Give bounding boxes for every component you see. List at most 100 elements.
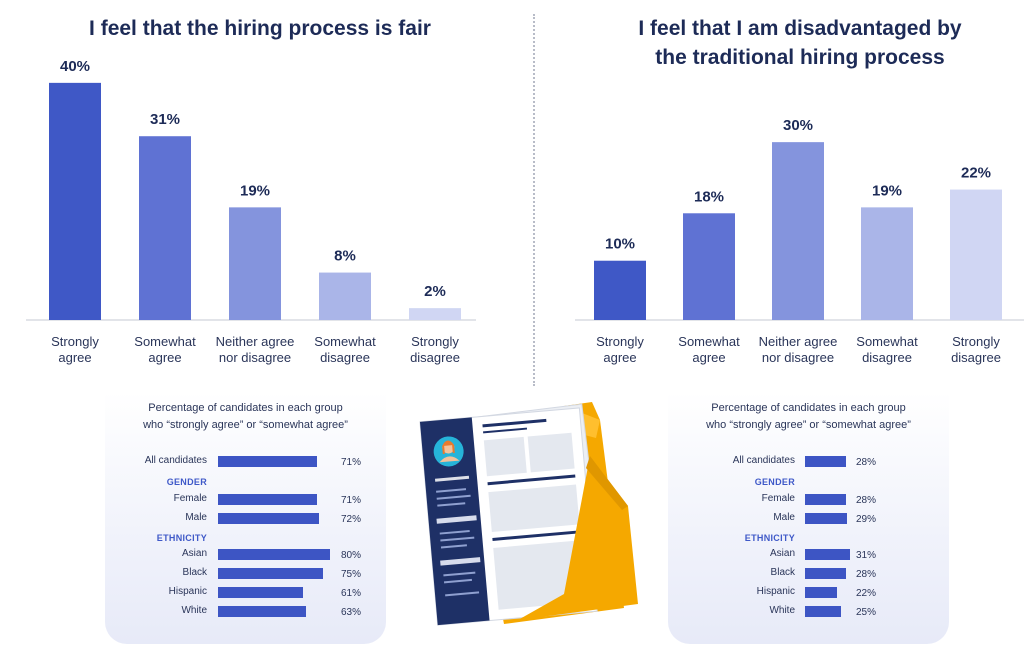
right-breakdown-bar [805, 549, 850, 560]
right-bar-chart: 10%Stronglyagree18%Somewhatagree30%Neith… [575, 117, 1024, 365]
left-breakdown-bar [218, 587, 304, 598]
right-chart-category-label: disagree [862, 350, 912, 365]
left-breakdown-row-label: Black [182, 567, 207, 578]
left-breakdown-value-label: 80% [341, 550, 362, 561]
left-chart-bar [409, 308, 461, 320]
right-chart-category-label: Somewhat [856, 334, 918, 349]
right-chart-category-label: agree [603, 350, 636, 365]
left-chart-bar [229, 207, 281, 320]
left-bar-chart: 40%Stronglyagree31%Somewhatagree19%Neith… [26, 58, 476, 365]
left-breakdown-row-label: Male [185, 512, 207, 523]
right-breakdown-subtitle-line-1: Percentage of candidates in each group [711, 402, 906, 414]
right-chart-bar [683, 213, 735, 320]
right-breakdown-group-label: ETHNICITY [744, 533, 795, 543]
left-chart-category-label: Somewhat [314, 334, 376, 349]
left-breakdown-value-label: 75% [341, 569, 362, 580]
right-chart-bar [594, 260, 646, 320]
left-breakdown-value-label: 71% [341, 495, 362, 506]
left-breakdown-bar [218, 456, 318, 467]
right-breakdown-subtitle-line-2: who “strongly agree” or “somewhat agree” [706, 419, 911, 431]
left-chart-category-label: Neither agree [216, 334, 295, 349]
left-chart-value-label: 19% [240, 182, 270, 199]
left-chart-category-label: Somewhat [134, 334, 196, 349]
left-breakdown-group-label: ETHNICITY [156, 533, 207, 543]
right-chart-category-label: Strongly [952, 334, 1000, 349]
right-chart-category-label: agree [692, 350, 725, 365]
right-chart-title-line-2: the traditional hiring process [655, 46, 945, 69]
left-breakdown-row-label: Female [173, 493, 207, 504]
right-breakdown-bar [805, 513, 848, 524]
left-chart-value-label: 2% [424, 283, 446, 300]
right-chart-category-label: Strongly [596, 334, 644, 349]
right-breakdown-panel: Percentage of candidates in each group w… [668, 392, 949, 644]
right-breakdown-row-label: Female [761, 493, 795, 504]
right-breakdown-value-label: 22% [856, 588, 877, 599]
right-chart-title: I feel that I am disadvantaged by the tr… [575, 14, 1024, 72]
right-breakdown-value-label: 28% [856, 495, 877, 506]
right-breakdown-bar [805, 568, 846, 579]
right-chart-value-label: 30% [783, 117, 813, 134]
right-breakdown-bar [805, 494, 846, 505]
left-chart-bar [49, 82, 101, 320]
right-chart-category-label: Neither agree [759, 334, 838, 349]
left-breakdown-value-label: 61% [341, 588, 362, 599]
left-breakdown-value-label: 72% [341, 514, 362, 525]
right-chart-bar [861, 207, 913, 320]
left-breakdown-row-label: All candidates [144, 455, 207, 466]
left-chart-category-label: Strongly [51, 334, 99, 349]
right-breakdown-row-label: All candidates [732, 455, 795, 466]
right-chart-value-label: 10% [605, 236, 635, 253]
right-chart-category-label: nor disagree [762, 350, 834, 365]
right-chart-bar [772, 142, 824, 320]
right-chart-value-label: 19% [872, 182, 902, 199]
left-breakdown-bar [218, 568, 323, 579]
left-chart-category-label: Strongly [411, 334, 459, 349]
right-breakdown-subtitle: Percentage of candidates in each group w… [668, 400, 949, 434]
left-breakdown-bar [218, 549, 330, 560]
right-breakdown-value-label: 29% [856, 514, 877, 525]
left-breakdown-row-label: Asian [181, 548, 207, 559]
right-breakdown-value-label: 25% [856, 607, 877, 618]
right-breakdown-bar [805, 606, 842, 617]
left-chart-value-label: 8% [334, 248, 356, 265]
right-breakdown-group-label: GENDER [754, 477, 795, 487]
left-chart-category-label: nor disagree [219, 350, 291, 365]
left-breakdown-subtitle-line-2: who “strongly agree” or “somewhat agree” [143, 419, 348, 431]
right-breakdown-row-label: White [769, 605, 795, 616]
right-breakdown-bar [805, 456, 846, 467]
left-chart-category-label: disagree [410, 350, 460, 365]
left-chart-category-label: disagree [320, 350, 370, 365]
center-divider [533, 14, 535, 386]
right-breakdown-bar [805, 587, 837, 598]
right-breakdown-value-label: 31% [856, 550, 877, 561]
left-breakdown-row-label: White [181, 605, 207, 616]
resume-folder-icon [419, 402, 638, 626]
left-breakdown-bar [218, 494, 318, 505]
left-chart-bar [319, 272, 371, 320]
left-breakdown-row-label: Hispanic [168, 586, 207, 597]
right-chart-category-label: Somewhat [678, 334, 740, 349]
left-chart-category-label: agree [58, 350, 91, 365]
right-chart-category-label: disagree [951, 350, 1001, 365]
left-breakdown-bar [218, 606, 307, 617]
left-breakdown-subtitle-line-1: Percentage of candidates in each group [148, 402, 343, 414]
right-breakdown-value-label: 28% [856, 569, 877, 580]
left-chart-title: I feel that the hiring process is fair [89, 17, 431, 40]
right-breakdown-value-label: 28% [856, 457, 877, 468]
left-breakdown-value-label: 63% [341, 607, 362, 618]
right-breakdown-row-label: Hispanic [756, 586, 795, 597]
right-breakdown-row-label: Male [773, 512, 795, 523]
left-chart-category-label: agree [148, 350, 181, 365]
left-chart-bar [139, 136, 191, 320]
right-chart-title-line-1: I feel that I am disadvantaged by [638, 17, 962, 40]
left-breakdown-panel: Percentage of candidates in each group w… [105, 392, 386, 644]
right-chart-value-label: 18% [694, 188, 724, 205]
left-breakdown-value-label: 71% [341, 457, 362, 468]
right-breakdown-row-label: Asian [769, 548, 795, 559]
left-chart-value-label: 31% [150, 111, 180, 128]
right-chart-value-label: 22% [961, 165, 991, 182]
left-breakdown-bar [218, 513, 319, 524]
left-breakdown-group-label: GENDER [166, 477, 207, 487]
left-breakdown-subtitle: Percentage of candidates in each group w… [105, 400, 386, 434]
right-chart-bar [950, 189, 1002, 320]
